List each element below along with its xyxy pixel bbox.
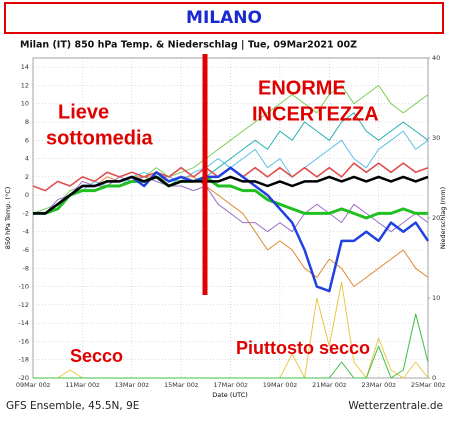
header-box: [4, 2, 444, 34]
series-line: [33, 175, 428, 220]
x-tick-label: 09Mar 00z: [16, 381, 51, 389]
plot: -20-18-16-14-12-10-8-6-4-202468101214010…: [16, 54, 446, 389]
annotation: Lieve: [58, 101, 109, 123]
x-tick-label: 19Mar 00z: [263, 381, 298, 389]
annotation: sottomedia: [46, 127, 154, 149]
y-tick-label: 12: [21, 81, 29, 89]
annotation: INCERTEZZA: [252, 103, 379, 125]
y2-tick-label: 10: [432, 294, 440, 302]
y-tick-label: 6: [25, 136, 29, 144]
header-title: MILANO: [186, 8, 262, 28]
y-tick-label: -6: [23, 246, 29, 254]
y-tick-label: 2: [25, 173, 29, 181]
x-tick-label: 13Mar 00z: [115, 381, 150, 389]
y-tick-label: -20: [18, 374, 29, 382]
x-tick-label: 17Mar 00z: [213, 381, 248, 389]
annotation: ENORME: [258, 77, 346, 99]
x-axis-label: Date (UTC): [212, 391, 248, 399]
x-tick-label: 25Mar 00z: [411, 381, 446, 389]
y-tick-label: -8: [23, 264, 29, 272]
y2-tick-label: 40: [432, 54, 440, 62]
y-tick-label: -2: [23, 209, 29, 217]
x-tick-label: 11Mar 00z: [65, 381, 100, 389]
y-tick-label: 4: [25, 155, 29, 163]
footer-left: GFS Ensemble, 45.5N, 9E: [6, 400, 139, 412]
y-tick-label: 0: [25, 191, 29, 199]
y2-tick-label: 0: [432, 374, 436, 382]
y-tick-label: -18: [18, 356, 29, 364]
y-tick-label: 8: [25, 118, 29, 126]
chart-title: Milan (IT) 850 hPa Temp. & Niederschlag …: [20, 40, 357, 51]
y-tick-label: -16: [18, 337, 29, 345]
annotation: Secco: [70, 346, 123, 366]
y-tick-label: -4: [23, 228, 29, 236]
y2-tick-label: 20: [432, 214, 440, 222]
y-tick-label: -14: [18, 319, 29, 327]
annotation: Piuttosto secco: [236, 338, 370, 358]
y-tick-label: 14: [21, 63, 29, 71]
y-tick-label: -10: [18, 283, 29, 291]
x-tick-label: 15Mar 00z: [164, 381, 199, 389]
x-tick-label: 21Mar 00z: [312, 381, 347, 389]
footer-right: Wetterzentrale.de: [348, 400, 443, 412]
series-line: [33, 175, 429, 215]
y2-tick-label: 30: [432, 134, 440, 142]
x-tick-label: 23Mar 00z: [361, 381, 396, 389]
y-tick-label: -12: [18, 301, 29, 309]
series-line: [33, 313, 429, 379]
y-axis-label: 850 hPa Temp. (°C): [4, 187, 12, 250]
y2-axis-label: Niederschlag (mm): [439, 187, 447, 249]
series-line: [33, 176, 429, 233]
y-tick-label: 10: [21, 100, 29, 108]
